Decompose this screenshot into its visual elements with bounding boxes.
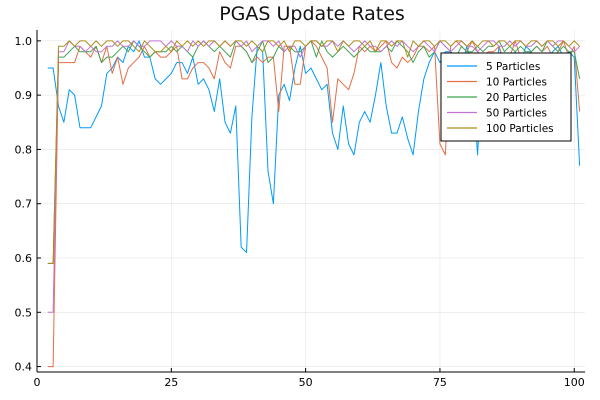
x-tick-label-4: 100 <box>564 376 585 389</box>
axes-layer: 0 25 50 75 100 0.4 0.5 0.6 0.7 0.8 0.9 1.0 <box>15 30 585 389</box>
legend-label-3: 50 Particles <box>486 108 547 120</box>
chart-title: PGAS Update Rates <box>219 3 405 25</box>
y-tick-label-2: 0.6 <box>15 252 33 265</box>
x-tick-label-3: 75 <box>433 376 447 389</box>
y-tick-label-3: 0.7 <box>15 198 33 211</box>
y-tick-label-0: 0.4 <box>15 361 33 374</box>
y-tick-label-5: 0.9 <box>15 89 33 102</box>
legend-label-0: 5 Particles <box>486 61 540 73</box>
x-tick-label-0: 0 <box>34 376 41 389</box>
y-tick-label-6: 1.0 <box>15 35 33 48</box>
x-tick-label-1: 25 <box>164 376 178 389</box>
legend-label-1: 10 Particles <box>486 77 547 89</box>
legend: 5 Particles 10 Particles 20 Particles 50 Pa… <box>440 52 572 142</box>
y-tick-label-1: 0.5 <box>15 306 33 319</box>
series-line-4 <box>47 40 580 264</box>
legend-label-4: 100 Particles <box>486 123 554 135</box>
x-tick-label-2: 50 <box>299 376 313 389</box>
y-tick-label-4: 0.8 <box>15 143 33 156</box>
legend-label-2: 20 Particles <box>486 92 547 104</box>
series-line-1 <box>47 40 581 368</box>
